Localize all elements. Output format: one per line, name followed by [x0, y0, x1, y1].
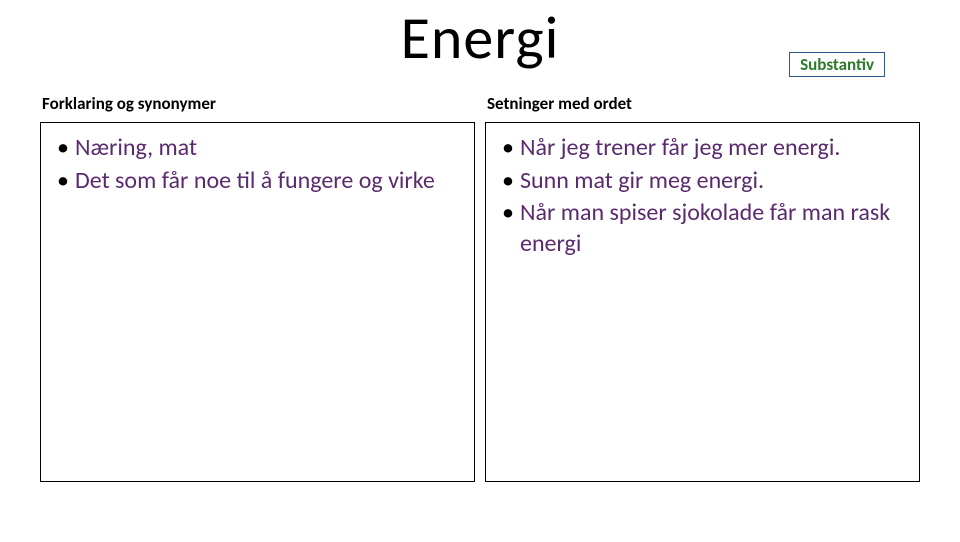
list-item: Det som får noe til å fungere og virke	[49, 166, 468, 197]
word-class-badge: Substantiv	[789, 52, 885, 77]
list-item: Når man spiser sjokolade får man rask en…	[494, 198, 913, 259]
list-item: Når jeg trener får jeg mer energi.	[494, 133, 913, 164]
list-item: Sunn mat gir meg energi.	[494, 166, 913, 197]
list-item: Næring, mat	[49, 133, 468, 164]
left-column: Forklaring og synonymer Næring, mat Det …	[40, 93, 475, 482]
left-box: Næring, mat Det som får noe til å funger…	[40, 122, 475, 482]
right-list: Når jeg trener får jeg mer energi. Sunn …	[494, 133, 913, 260]
left-column-header: Forklaring og synonymer	[40, 93, 475, 114]
right-box: Når jeg trener får jeg mer energi. Sunn …	[485, 122, 920, 482]
right-column: Setninger med ordet Når jeg trener får j…	[485, 93, 920, 482]
right-column-header: Setninger med ordet	[485, 93, 920, 114]
columns-wrapper: Forklaring og synonymer Næring, mat Det …	[0, 93, 960, 482]
left-list: Næring, mat Det som får noe til å funger…	[49, 133, 468, 196]
